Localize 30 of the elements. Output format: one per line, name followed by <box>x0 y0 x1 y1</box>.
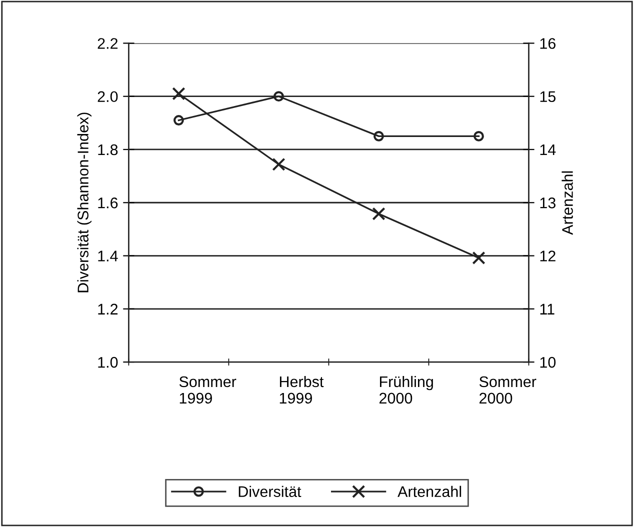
point <box>474 130 484 142</box>
y-tick-label: 1.4 <box>98 250 118 262</box>
y-tick-label: 1.2 <box>98 304 118 314</box>
x-tick-label: Sommer 2000 <box>479 376 536 404</box>
point <box>172 87 186 100</box>
point <box>372 207 386 220</box>
y2-tick-label: 13 <box>540 198 556 208</box>
y2-tick-label: 12 <box>540 250 556 262</box>
x-tick-label: Herbst 1999 <box>280 376 324 404</box>
point <box>272 158 286 171</box>
x-tick-label: Sommer 1999 <box>179 376 236 404</box>
y2-tick-label: 15 <box>540 91 556 102</box>
point <box>173 115 184 126</box>
y-axis-title: Diversität (Shannon-Index) <box>77 112 92 292</box>
legend-label: Artenzahl <box>398 486 462 498</box>
y-tick-label: 2.0 <box>98 91 118 102</box>
y2-axis-title: Artenzahl <box>562 171 573 235</box>
y2-tick-label: 10 <box>540 356 556 368</box>
x-tick-label: Frühling 2000 <box>380 376 433 404</box>
y2-tick-label: 16 <box>540 38 556 49</box>
legend-label: Diversität <box>238 486 302 498</box>
point <box>274 91 284 102</box>
y-tick-label: 1.6 <box>98 198 118 208</box>
point <box>472 251 486 264</box>
y-tick-label: 2.2 <box>98 38 118 49</box>
y2-tick-label: 14 <box>540 144 556 156</box>
y-tick-label: 1.0 <box>98 356 118 368</box>
y2-tick-label: 11 <box>540 304 554 314</box>
y-tick-label: 1.8 <box>98 144 118 156</box>
point <box>374 130 384 142</box>
